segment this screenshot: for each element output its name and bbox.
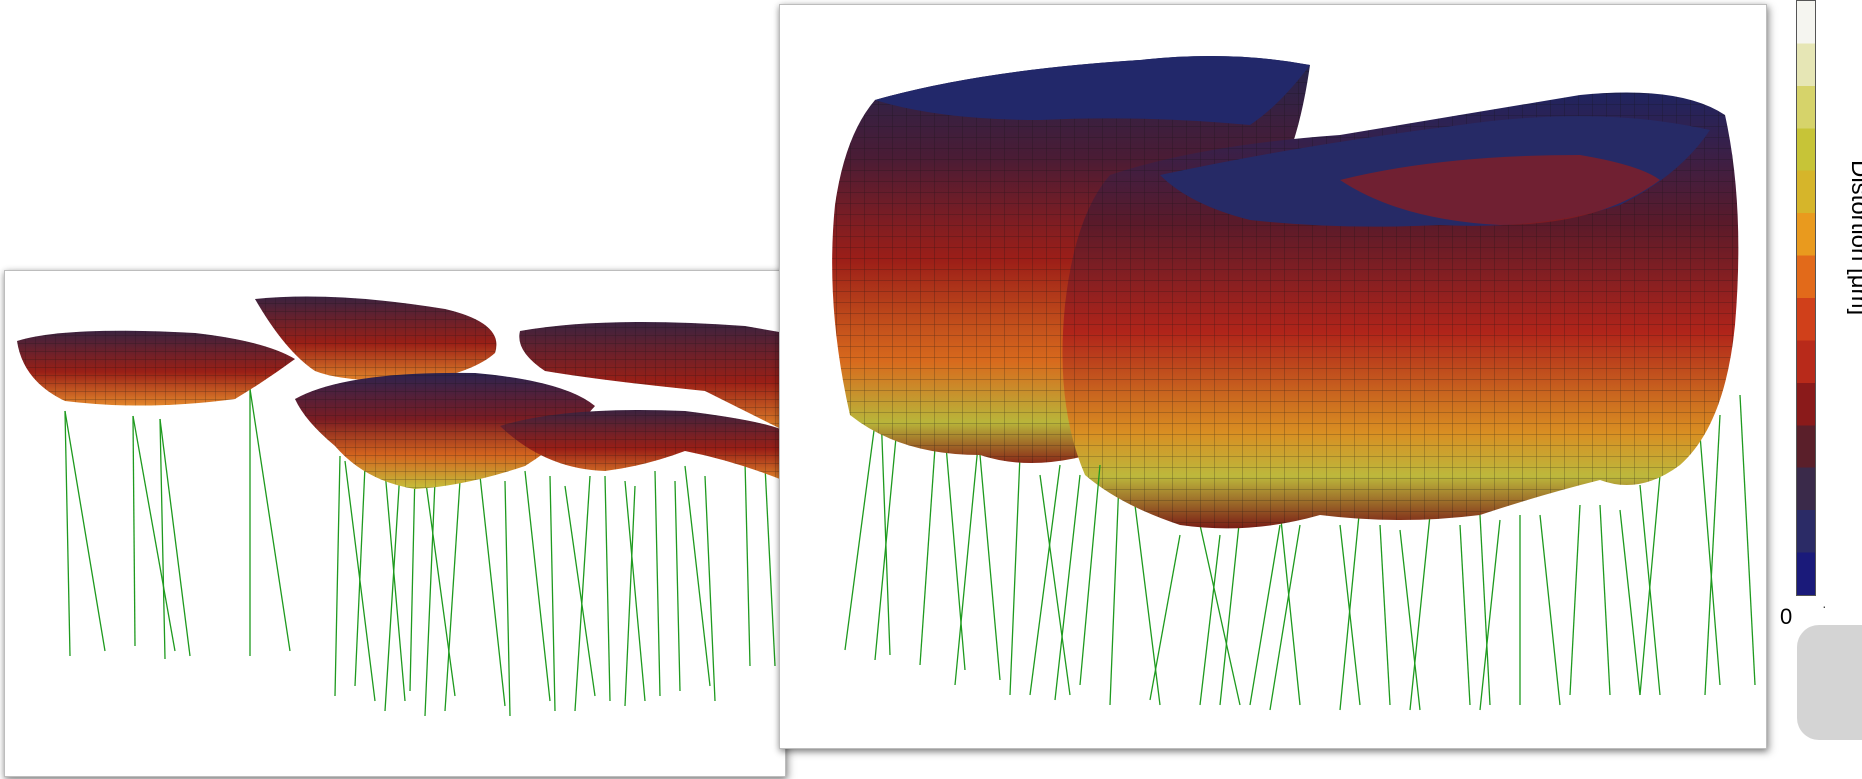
left-3d-render xyxy=(17,296,785,717)
distortion-colorbar xyxy=(1796,0,1816,596)
right-3d-render xyxy=(832,56,1756,711)
tooth-blobs-left xyxy=(17,296,785,489)
left-3d-view-panel xyxy=(4,270,786,777)
right-3d-view-panel xyxy=(779,4,1767,749)
colorbar-min-label: 0 xyxy=(1780,604,1793,629)
tooth-crowns-right xyxy=(832,56,1739,529)
green-wires-front-right xyxy=(1079,464,1661,706)
green-wires-left xyxy=(64,388,776,717)
colorbar-title: Distortion [μm] xyxy=(1846,160,1862,316)
side-tab-handle[interactable] xyxy=(1797,625,1862,740)
colorbar-tick-mark: · xyxy=(1822,598,1827,614)
green-wires-right xyxy=(844,374,1756,711)
